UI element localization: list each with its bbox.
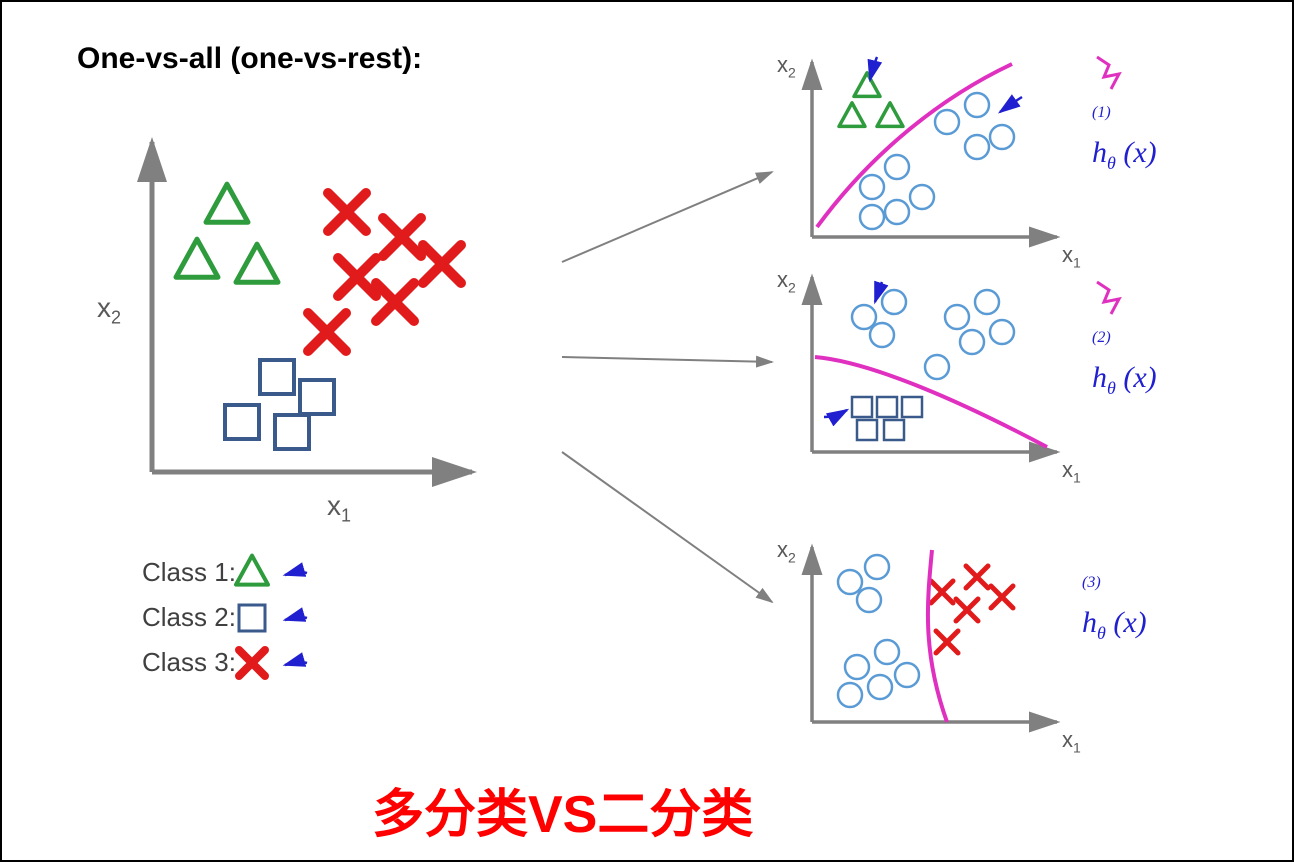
sub-ylabel: x2: [777, 52, 796, 80]
bottom-caption: 多分类VS二分类: [372, 772, 753, 847]
hypothesis-label: (3)hθ (x): [1082, 572, 1147, 644]
legend-row: Class 1:: [142, 557, 236, 588]
hypothesis-label: (1)hθ (x): [1092, 102, 1157, 174]
hypothesis-label: (2)hθ (x): [1092, 327, 1157, 399]
legend-label: Class 3:: [142, 647, 236, 678]
sub-xlabel: x1: [1062, 457, 1081, 485]
sub-ylabel: x2: [777, 537, 796, 565]
sub-xlabel: x1: [1062, 727, 1081, 755]
legend-label: Class 2:: [142, 602, 236, 633]
sub-ylabel: x2: [777, 267, 796, 295]
legend-row: Class 3:: [142, 647, 236, 678]
diagram-frame: One-vs-all (one-vs-rest): x1 x2 Class 1:…: [0, 0, 1294, 862]
legend-row: Class 2:: [142, 602, 236, 633]
main-ylabel: x2: [97, 292, 121, 329]
legend-label: Class 1:: [142, 557, 236, 588]
main-xlabel: x1: [327, 490, 351, 527]
sub-xlabel: x1: [1062, 242, 1081, 270]
